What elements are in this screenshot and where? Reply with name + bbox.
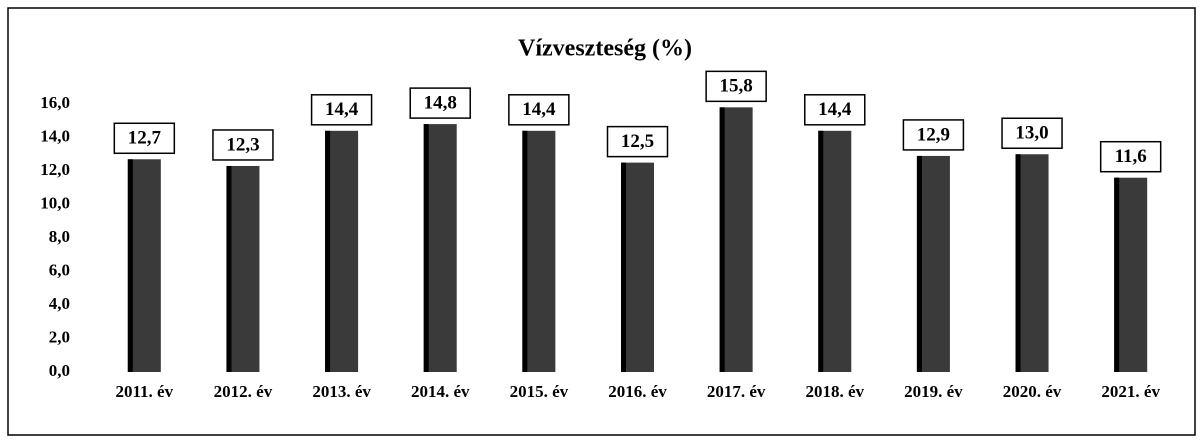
- x-tick-label: 2012. év: [214, 382, 273, 401]
- value-label: 14,4: [818, 99, 852, 120]
- bar-edge: [621, 162, 626, 372]
- y-tick-label: 10,0: [40, 193, 70, 212]
- value-label-box: [212, 129, 274, 161]
- bar: [621, 162, 654, 372]
- y-tick-label: 6,0: [49, 260, 70, 279]
- bar-edge: [1015, 154, 1021, 372]
- x-tick-label: 2016. év: [608, 382, 667, 401]
- bar: [1114, 177, 1148, 372]
- bar: [719, 107, 753, 372]
- bar: [916, 155, 950, 372]
- value-label-box: [508, 94, 570, 126]
- value-label: 12,5: [621, 131, 654, 152]
- value-label: 11,6: [1115, 146, 1147, 167]
- bar: [423, 124, 457, 372]
- bar: [522, 130, 556, 372]
- value-label-box: [804, 94, 866, 126]
- bar: [226, 165, 260, 372]
- value-label: 13,0: [1015, 123, 1048, 144]
- bar: [818, 130, 852, 372]
- value-label: 12,3: [226, 134, 259, 155]
- x-tick-label: 2020. év: [1003, 382, 1062, 401]
- value-label-box: [705, 70, 767, 103]
- value-label: 12,7: [128, 128, 162, 149]
- y-tick-label: 2,0: [49, 327, 70, 346]
- bar-edge: [325, 130, 331, 372]
- bar-edge: [1114, 177, 1120, 372]
- value-label-box: [902, 119, 965, 151]
- bar: [325, 130, 359, 372]
- y-tick-label: 0,0: [49, 361, 70, 380]
- bar-edge: [818, 130, 824, 372]
- bar: [127, 159, 161, 372]
- x-tick-label: 2013. év: [312, 382, 371, 401]
- x-tick-label: 2021. év: [1101, 382, 1160, 401]
- y-tick-label: 16,0: [40, 93, 70, 112]
- value-label-box: [1099, 140, 1162, 173]
- value-label: 12,9: [917, 124, 950, 145]
- y-tick-label: 4,0: [49, 294, 70, 313]
- x-tick-label: 2014. év: [411, 382, 470, 401]
- value-label-box: [113, 122, 176, 155]
- x-tick-label: 2011. év: [116, 382, 174, 401]
- value-label-box: [1001, 117, 1063, 149]
- value-label-box: [310, 94, 373, 126]
- chart-frame: [7, 7, 1196, 436]
- x-tick-label: 2017. év: [707, 382, 766, 401]
- bar-edge: [226, 165, 232, 372]
- value-label-box: [409, 87, 471, 119]
- x-tick-label: 2019. év: [904, 382, 963, 401]
- x-tick-label: 2018. év: [805, 382, 864, 401]
- value-label: 15,8: [720, 76, 753, 97]
- bar: [1015, 154, 1049, 372]
- bar-edge: [719, 107, 725, 372]
- bar-edge: [127, 159, 133, 372]
- y-tick-label: 8,0: [49, 227, 70, 246]
- bar-edge: [522, 130, 528, 372]
- chart-title: Vízveszteség (%): [518, 36, 692, 62]
- bar-edge: [423, 124, 429, 372]
- value-label: 14,4: [325, 99, 359, 120]
- y-tick-label: 14,0: [40, 126, 70, 145]
- value-label: 14,4: [522, 99, 556, 120]
- bar-edge: [916, 155, 922, 372]
- y-tick-label: 12,0: [40, 160, 70, 179]
- x-tick-label: 2015. év: [510, 382, 569, 401]
- value-label-box: [606, 125, 669, 158]
- value-label: 14,8: [424, 92, 457, 113]
